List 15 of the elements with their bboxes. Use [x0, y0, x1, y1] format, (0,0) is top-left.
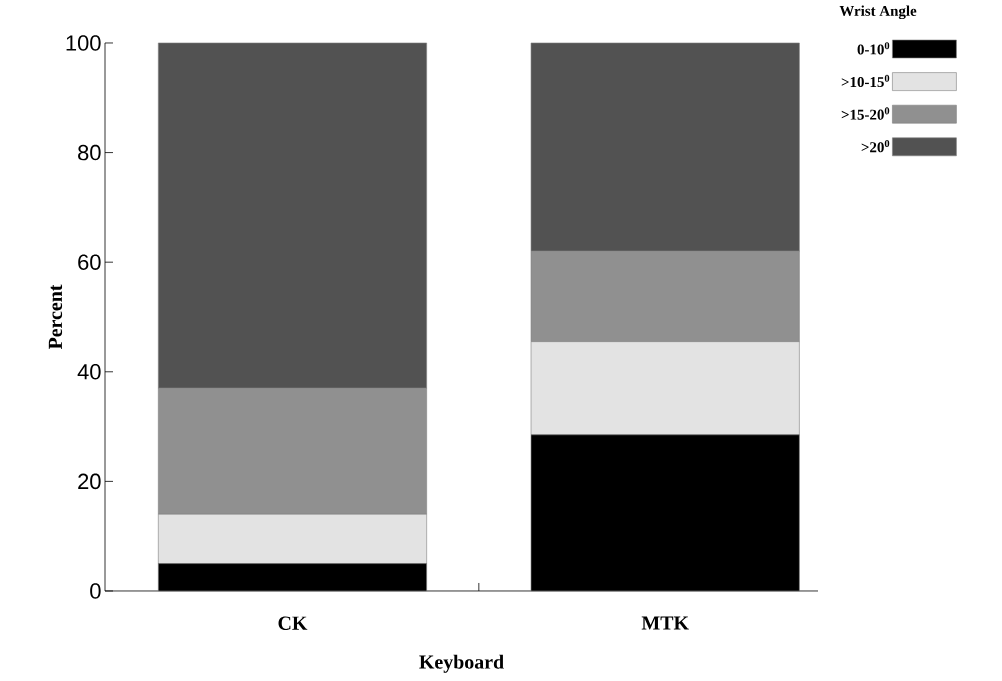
legend-label: 0-10$^{0}$	[857, 42, 890, 55]
y-tick-label: 60	[78, 254, 101, 270]
legend-label: >20$^{0}$	[861, 139, 890, 153]
legend-title: Wrist Angle	[839, 5, 917, 20]
x-tick-label: MTK	[641, 616, 689, 630]
y-axis-title: Percent	[48, 284, 63, 350]
y-tick-label: 40	[77, 364, 101, 380]
y-tick-label: 100	[66, 35, 101, 51]
legend-label: >10-15$^{0}$	[841, 74, 890, 88]
y-tick-label: 20	[78, 473, 101, 490]
x-axis-title: Keyboard	[419, 654, 504, 673]
y-tick-label: 0	[90, 583, 101, 599]
legend-label: >15-20$^{0}$	[841, 107, 890, 120]
y-tick-label: 80	[78, 144, 101, 161]
x-tick-label: CK	[278, 616, 308, 630]
